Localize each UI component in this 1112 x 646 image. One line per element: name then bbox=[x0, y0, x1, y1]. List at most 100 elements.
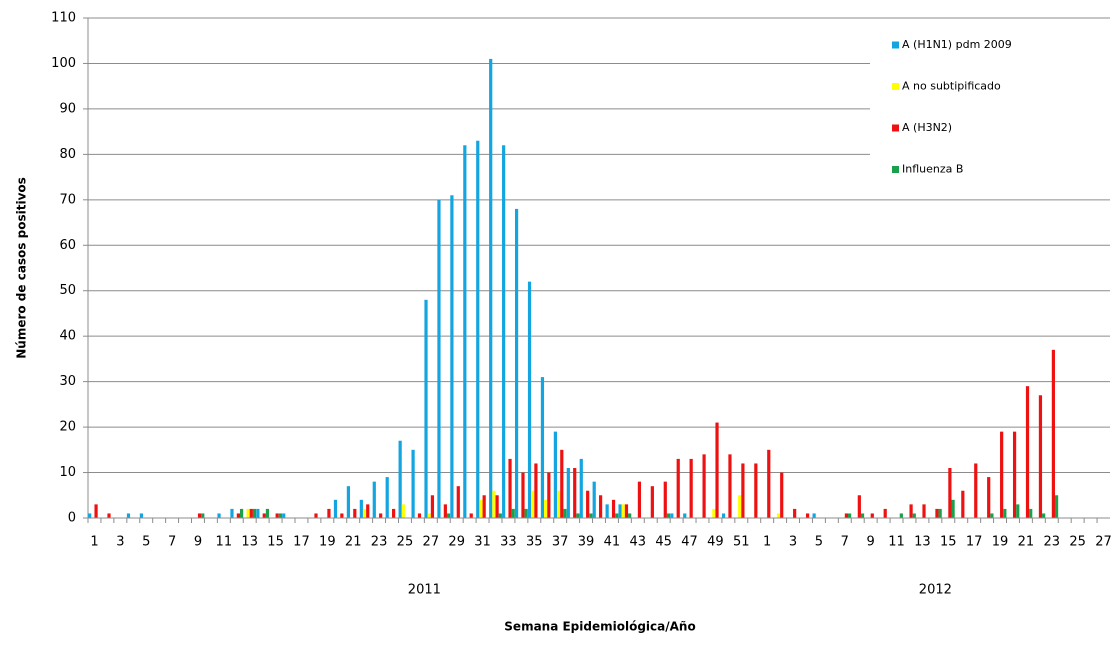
bar bbox=[1012, 431, 1017, 518]
bar bbox=[446, 513, 451, 518]
bar bbox=[576, 513, 580, 518]
bar bbox=[430, 495, 435, 518]
x-tick-label: 13 bbox=[241, 535, 258, 550]
bar bbox=[637, 481, 642, 518]
bar bbox=[385, 477, 389, 518]
bar bbox=[508, 458, 512, 518]
bar bbox=[805, 513, 810, 518]
y-tick-label: 20 bbox=[59, 420, 76, 435]
y-tick-label: 110 bbox=[51, 11, 76, 26]
x-tick-label: 39 bbox=[578, 535, 595, 550]
x-tick-label: 45 bbox=[655, 535, 672, 550]
bar bbox=[333, 499, 338, 518]
x-tick-label: 23 bbox=[371, 535, 388, 550]
x-tick-label: 17 bbox=[293, 535, 310, 550]
bar bbox=[521, 472, 525, 518]
x-tick-label: 13 bbox=[914, 535, 931, 550]
bar bbox=[256, 508, 260, 518]
bar bbox=[197, 513, 202, 518]
bar bbox=[265, 508, 270, 518]
bar bbox=[1042, 513, 1046, 518]
bar bbox=[573, 468, 577, 518]
x-tick-label: 7 bbox=[168, 535, 176, 550]
bar bbox=[94, 504, 98, 518]
y-axis-title: Número de casos positivos bbox=[15, 177, 29, 359]
bar bbox=[411, 449, 415, 518]
x-tick-label: 23 bbox=[1044, 535, 1061, 550]
bar bbox=[502, 145, 506, 519]
bar bbox=[463, 145, 467, 519]
bar bbox=[139, 513, 144, 518]
x-tick-label: 27 bbox=[1095, 535, 1112, 550]
x-tick-label: 25 bbox=[1069, 535, 1086, 550]
year-label: 2011 bbox=[408, 583, 441, 598]
bar bbox=[362, 508, 367, 518]
bar bbox=[524, 508, 528, 518]
bar bbox=[870, 513, 874, 518]
x-tick-label: 3 bbox=[116, 535, 124, 550]
bar bbox=[728, 454, 732, 518]
y-tick-label: 10 bbox=[59, 465, 76, 480]
bar bbox=[511, 508, 515, 518]
x-tick-label: 19 bbox=[992, 535, 1009, 550]
bar bbox=[961, 490, 965, 518]
x-tick-label: 47 bbox=[681, 535, 698, 550]
bar bbox=[883, 508, 887, 518]
bar bbox=[1000, 431, 1004, 518]
bar bbox=[628, 513, 632, 518]
bar bbox=[951, 499, 955, 518]
bar bbox=[599, 495, 603, 518]
bar bbox=[489, 58, 493, 519]
bar bbox=[780, 472, 784, 518]
bar bbox=[340, 513, 344, 518]
x-tick-label: 9 bbox=[867, 535, 875, 550]
y-tick-label: 50 bbox=[59, 283, 76, 298]
bar bbox=[592, 481, 596, 518]
x-tick-label: 5 bbox=[142, 535, 150, 550]
bar bbox=[246, 508, 250, 518]
x-tick-label: 21 bbox=[1018, 535, 1035, 550]
bar bbox=[443, 504, 447, 518]
bar bbox=[922, 504, 926, 518]
y-tick-label: 30 bbox=[59, 374, 76, 389]
x-tick-label: 25 bbox=[397, 535, 414, 550]
y-tick-label: 60 bbox=[59, 238, 76, 253]
bar bbox=[670, 513, 674, 518]
bar bbox=[987, 477, 991, 518]
bar bbox=[566, 468, 570, 518]
x-tick-label: 43 bbox=[630, 535, 647, 550]
bar bbox=[776, 513, 781, 518]
bar bbox=[935, 508, 939, 518]
bar bbox=[366, 504, 370, 518]
legend-label: A no subtipificado bbox=[902, 80, 1001, 93]
bar bbox=[398, 440, 402, 518]
bar bbox=[666, 513, 671, 518]
x-tick-label: 27 bbox=[423, 535, 440, 550]
bar bbox=[1003, 508, 1007, 518]
bar bbox=[353, 508, 357, 518]
bar bbox=[683, 513, 687, 518]
bar bbox=[527, 281, 532, 518]
bar bbox=[974, 463, 978, 518]
bar bbox=[492, 490, 496, 518]
bar bbox=[702, 454, 706, 518]
legend-swatch bbox=[892, 166, 899, 173]
bar bbox=[579, 458, 583, 518]
bar bbox=[738, 495, 742, 518]
bar bbox=[372, 481, 376, 518]
bar bbox=[767, 449, 771, 518]
legend-box bbox=[870, 28, 1110, 193]
bar bbox=[482, 495, 486, 518]
x-tick-label: 41 bbox=[604, 535, 621, 550]
bar bbox=[560, 449, 564, 518]
x-tick-label: 17 bbox=[966, 535, 983, 550]
bar bbox=[249, 508, 253, 518]
bar bbox=[544, 499, 548, 518]
bar bbox=[650, 486, 654, 518]
x-tick-label: 11 bbox=[216, 535, 233, 550]
x-tick-label: 11 bbox=[888, 535, 905, 550]
bar bbox=[812, 513, 816, 518]
bar bbox=[469, 513, 473, 518]
bar bbox=[1016, 504, 1020, 518]
x-tick-label: 15 bbox=[267, 535, 284, 550]
